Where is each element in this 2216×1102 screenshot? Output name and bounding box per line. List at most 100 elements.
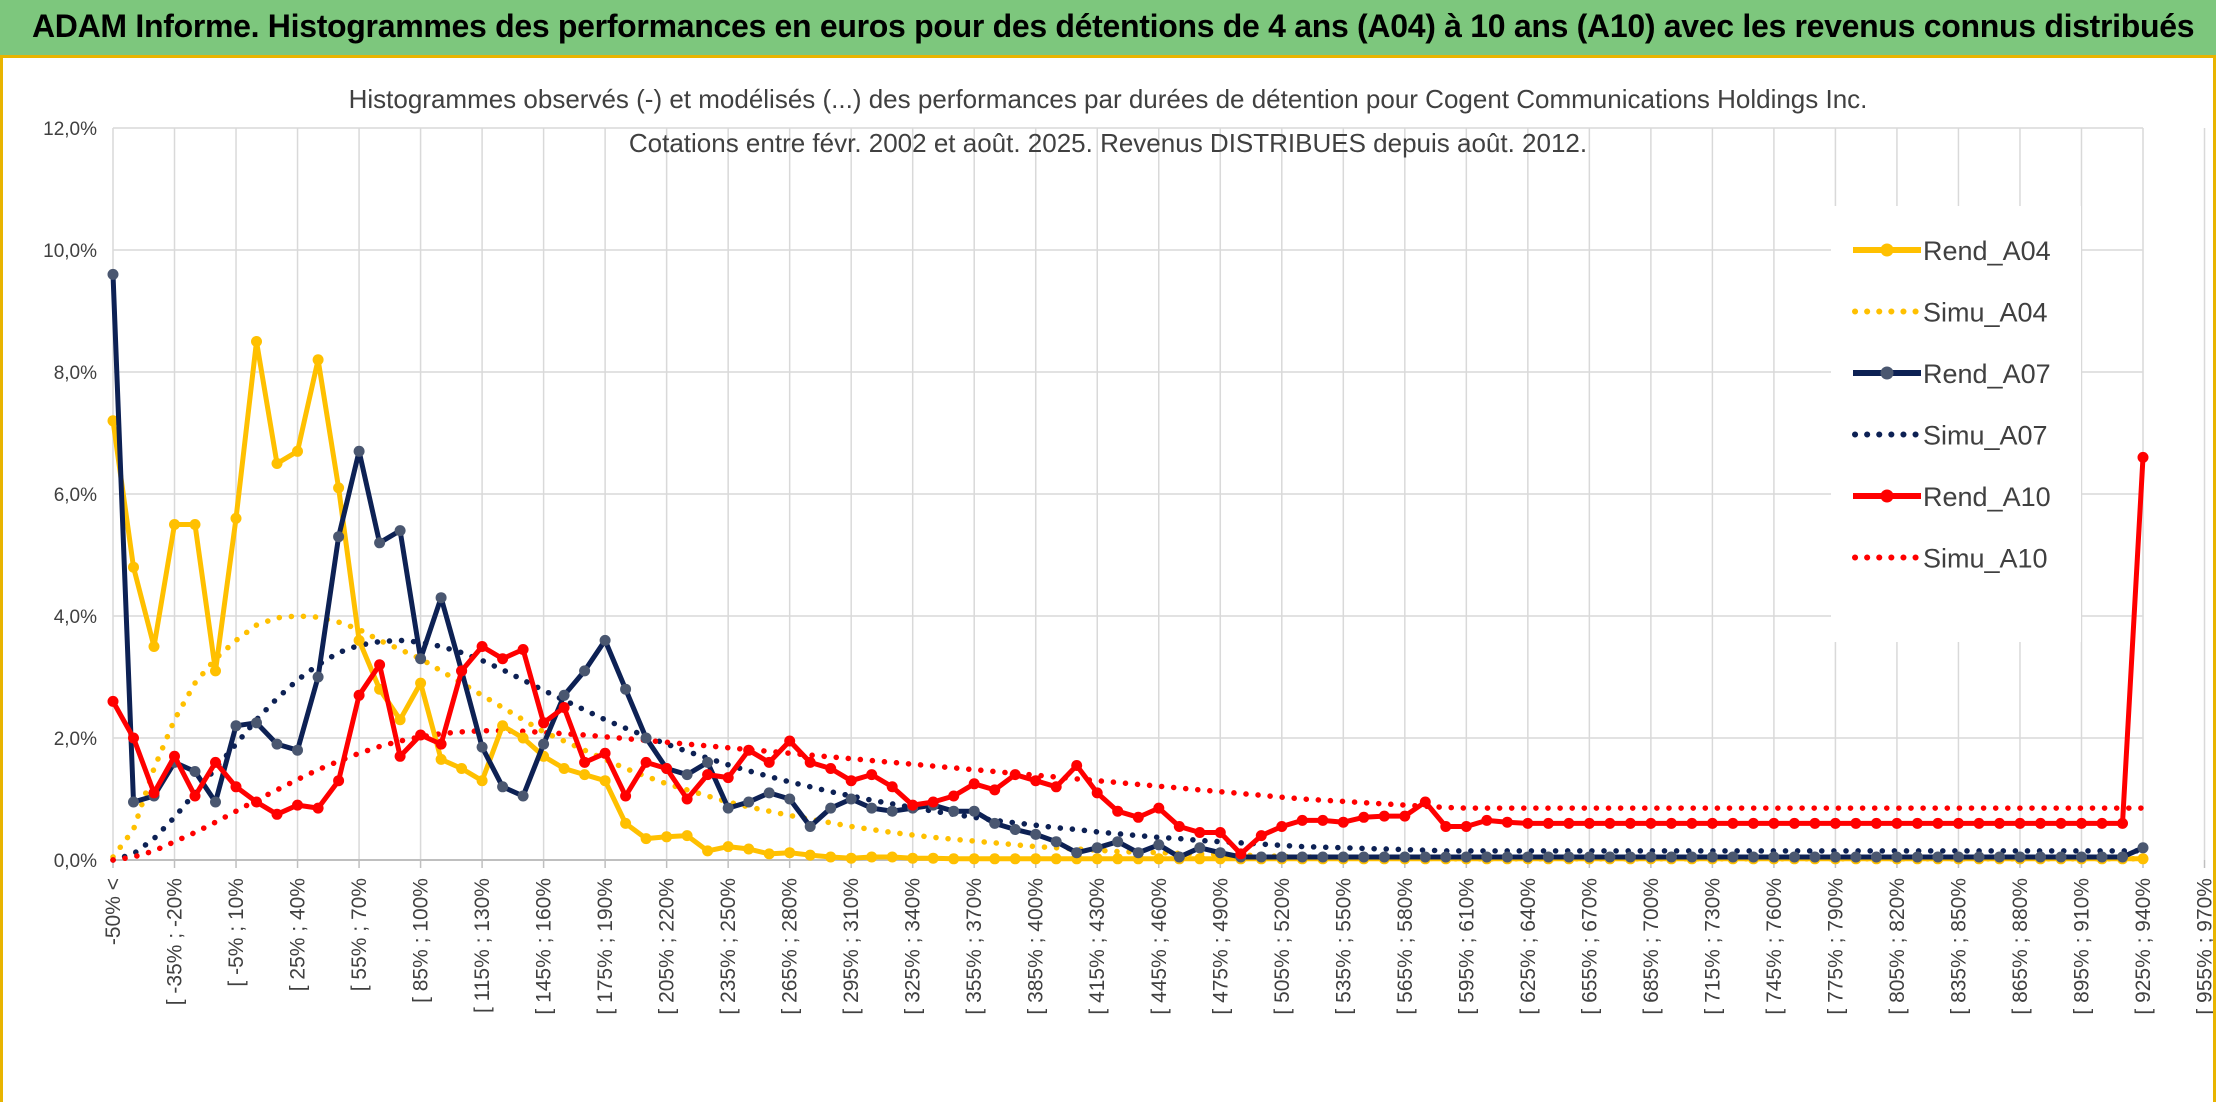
data-point-Rend_A04 [784,847,796,859]
data-point-Rend_A04 [1194,853,1206,865]
data-point-Rend_A10 [1358,811,1370,823]
data-point-Rend_A04 [661,831,673,843]
data-point-Rend_A10 [1727,817,1739,829]
data-point-Rend_A10 [1563,817,1575,829]
data-point-Rend_A10 [476,641,488,652]
chart-title: Histogrammes observés (-) et modélisés (… [349,84,1868,114]
series-lines [107,268,2149,865]
data-point-Rend_A07 [2117,851,2128,863]
data-point-Rend_A10 [702,769,714,781]
data-point-Rend_A07 [1624,851,1636,863]
data-point-Rend_A04 [2137,853,2149,865]
x-tick-label: [ 835% ; 850% [1947,878,1970,1015]
data-point-Rend_A07 [1337,851,1349,863]
data-point-Rend_A04 [394,714,406,726]
x-tick-label: [ 415% ; 430% [1086,878,1109,1015]
data-point-Rend_A10 [599,747,611,759]
data-point-Rend_A10 [374,659,386,671]
data-point-Rend_A10 [1173,821,1185,832]
data-point-Rend_A04 [989,853,1001,865]
x-tick-label: [ 445% ; 460% [1148,878,1171,1015]
legend-marker [1880,366,1894,380]
data-point-Rend_A10 [517,644,529,655]
data-point-Rend_A04 [292,445,303,457]
data-point-Rend_A07 [1112,836,1124,848]
x-tick-label: -50% < [102,878,125,945]
data-point-Rend_A10 [1706,817,1718,829]
data-point-Rend_A10 [394,750,406,762]
data-point-Rend_A10 [927,796,939,808]
data-point-Rend_A04 [968,853,980,865]
data-point-Rend_A10 [620,790,632,802]
data-point-Rend_A07 [1604,851,1616,863]
data-point-Rend_A10 [1953,817,1964,829]
chart-subtitle: Cotations entre févr. 2002 et août. 2025… [629,128,1587,158]
data-point-Rend_A07 [743,796,755,808]
legend-item-Rend_A07: Rend_A07 [1853,359,2051,389]
data-point-Rend_A10 [2014,817,2026,829]
data-point-Rend_A07 [1994,851,2005,863]
series-line-Rend_A10 [110,457,2146,857]
data-point-Rend_A10 [763,756,775,768]
data-point-Rend_A10 [210,756,221,768]
data-point-Rend_A07 [1870,851,1882,863]
data-point-Rend_A10 [1583,817,1595,829]
data-point-Rend_A10 [497,653,509,665]
data-point-Rend_A10 [1317,814,1329,826]
data-point-Rend_A07 [1358,851,1370,863]
data-point-Rend_A10 [640,756,652,768]
data-point-Rend_A10 [2055,817,2067,829]
y-tick-label: 12,0% [43,119,97,140]
data-point-Rend_A07 [1542,851,1554,863]
data-point-Rend_A10 [1399,810,1411,822]
x-tick-label: [ 955% ; 970% [2194,878,2213,1015]
data-point-Rend_A10 [271,808,283,820]
x-tick-label: [ 595% ; 610% [1455,878,1478,1015]
data-point-Rend_A07 [2055,851,2067,863]
data-point-Rend_A04 [702,845,714,857]
data-point-Rend_A07 [1317,851,1329,863]
y-tick-label: 0,0% [54,851,97,872]
data-point-Rend_A10 [1030,775,1042,787]
data-point-Rend_A10 [2117,817,2128,829]
data-point-Rend_A10 [1870,817,1882,829]
x-tick-label: [ 175% ; 190% [594,878,617,1015]
legend-item-Simu_A04: Simu_A04 [1852,298,2048,328]
data-point-Rend_A07 [1419,851,1431,863]
data-point-Rend_A04 [189,519,201,530]
legend-background [1831,206,2081,642]
data-point-Rend_A07 [1173,851,1185,863]
y-tick-label: 6,0% [54,485,97,506]
data-point-Rend_A07 [1891,851,1903,863]
series-Rend_A10 [107,451,2149,860]
data-point-Rend_A04 [804,849,816,861]
x-tick-label: [ 325% ; 340% [902,878,925,1015]
data-point-Rend_A10 [1153,802,1165,814]
data-point-Rend_A07 [968,805,980,817]
legend-marker [1880,243,1894,257]
data-point-Rend_A10 [907,799,919,811]
data-point-Rend_A04 [927,852,939,864]
data-point-Rend_A10 [538,717,550,729]
data-point-Rend_A04 [517,732,529,744]
data-point-Rend_A07 [1091,842,1103,854]
data-point-Rend_A10 [1091,787,1103,799]
y-tick-label: 8,0% [54,363,97,384]
data-point-Rend_A10 [784,735,796,747]
y-tick-label: 4,0% [54,607,97,628]
data-point-Rend_A07 [1932,851,1944,863]
data-point-Rend_A10 [292,799,303,811]
x-tick-label: [ 715% ; 730% [1701,878,1724,1015]
data-point-Rend_A10 [661,763,673,774]
data-point-Rend_A10 [866,769,878,781]
data-point-Rend_A07 [599,634,611,646]
data-point-Rend_A04 [681,830,693,842]
data-point-Rend_A07 [1399,851,1411,863]
data-point-Rend_A10 [1050,781,1062,793]
data-point-Rend_A10 [1194,827,1206,838]
data-point-Rend_A07 [1563,851,1575,863]
x-tick-label: [ 355% ; 370% [963,878,986,1015]
data-point-Rend_A07 [292,744,303,756]
data-point-Rend_A07 [1132,847,1144,859]
data-point-Rend_A04 [476,775,488,787]
